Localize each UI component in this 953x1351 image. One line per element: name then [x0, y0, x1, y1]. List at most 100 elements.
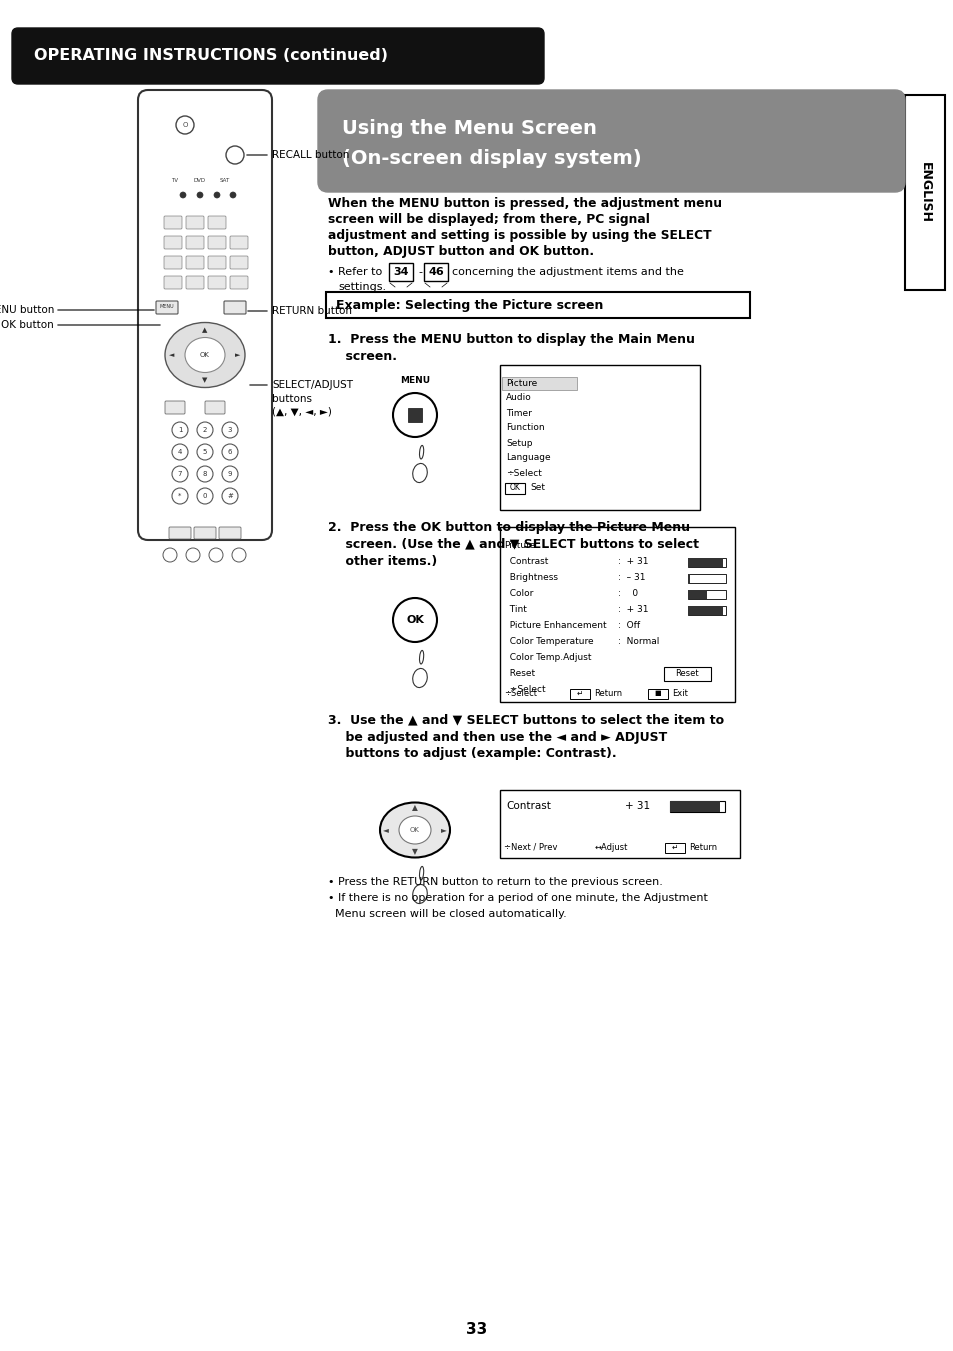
Text: concerning the adjustment items and the: concerning the adjustment items and the	[452, 267, 683, 277]
Ellipse shape	[185, 338, 225, 373]
Text: Contrast: Contrast	[505, 801, 550, 811]
Text: Reset: Reset	[503, 669, 535, 677]
Text: :  Off: : Off	[618, 620, 639, 630]
FancyBboxPatch shape	[230, 255, 248, 269]
FancyBboxPatch shape	[164, 255, 182, 269]
FancyBboxPatch shape	[230, 236, 248, 249]
FancyBboxPatch shape	[230, 276, 248, 289]
Bar	[687, 574, 725, 584]
Bar	[499, 365, 700, 509]
Text: (▲, ▼, ◄, ►): (▲, ▼, ◄, ►)	[272, 407, 332, 417]
Circle shape	[222, 488, 237, 504]
Bar	[904, 95, 944, 290]
Text: ÷Next / Prev: ÷Next / Prev	[503, 843, 557, 851]
FancyBboxPatch shape	[423, 263, 448, 281]
Text: 9: 9	[228, 471, 232, 477]
FancyBboxPatch shape	[164, 276, 182, 289]
Circle shape	[222, 422, 237, 438]
Text: Color Temp.Adjust: Color Temp.Adjust	[503, 653, 591, 662]
FancyBboxPatch shape	[156, 301, 178, 313]
Text: 46: 46	[428, 267, 443, 277]
Text: MENU button: MENU button	[0, 305, 54, 315]
FancyBboxPatch shape	[205, 401, 225, 413]
Text: :  – 31: : – 31	[618, 573, 645, 581]
Text: OK: OK	[406, 615, 423, 626]
Text: DVD: DVD	[193, 177, 206, 182]
Text: Brightness: Brightness	[503, 573, 558, 581]
Ellipse shape	[419, 866, 423, 880]
Text: ▲: ▲	[412, 804, 417, 812]
Text: be adjusted and then use the ◄ and ► ADJUST: be adjusted and then use the ◄ and ► ADJ…	[328, 731, 666, 743]
Text: ↵: ↵	[671, 843, 678, 851]
Text: :  + 31: : + 31	[618, 557, 648, 566]
Ellipse shape	[165, 323, 245, 388]
Ellipse shape	[419, 650, 423, 663]
FancyBboxPatch shape	[164, 236, 182, 249]
Circle shape	[209, 549, 223, 562]
Text: Setup: Setup	[505, 439, 532, 447]
FancyBboxPatch shape	[138, 91, 272, 540]
FancyBboxPatch shape	[208, 236, 226, 249]
Text: Menu screen will be closed automatically.: Menu screen will be closed automatically…	[328, 909, 566, 919]
Text: Timer: Timer	[505, 408, 532, 417]
Text: O: O	[182, 122, 188, 128]
Bar	[669, 801, 720, 812]
Text: 2.  Press the OK button to display the Picture Menu: 2. Press the OK button to display the Pi…	[328, 520, 689, 534]
Text: adjustment and setting is possible by using the SELECT: adjustment and setting is possible by us…	[328, 230, 711, 242]
Text: Exit: Exit	[671, 689, 687, 697]
Text: OK: OK	[200, 353, 210, 358]
Bar	[408, 408, 421, 422]
Text: 2: 2	[203, 427, 207, 434]
Text: 7: 7	[177, 471, 182, 477]
Text: Color Temperature: Color Temperature	[503, 636, 593, 646]
Text: 3: 3	[228, 427, 232, 434]
Text: 5: 5	[203, 449, 207, 455]
FancyBboxPatch shape	[165, 401, 185, 413]
Text: ENGLISH: ENGLISH	[918, 162, 930, 223]
FancyBboxPatch shape	[208, 255, 226, 269]
Text: settings.: settings.	[337, 282, 386, 292]
Text: Picture Enhancement: Picture Enhancement	[503, 620, 606, 630]
Text: Set: Set	[530, 484, 544, 493]
Ellipse shape	[379, 802, 450, 858]
Text: ▲: ▲	[202, 327, 208, 332]
Text: When the MENU button is pressed, the adjustment menu: When the MENU button is pressed, the adj…	[328, 197, 721, 211]
Text: Example: Selecting the Picture screen: Example: Selecting the Picture screen	[335, 299, 602, 312]
Text: • Refer to: • Refer to	[328, 267, 382, 277]
Text: #: #	[227, 493, 233, 499]
Text: other items.): other items.)	[328, 554, 436, 567]
Text: 1.  Press the MENU button to display the Main Menu: 1. Press the MENU button to display the …	[328, 334, 694, 346]
Circle shape	[226, 146, 244, 163]
Text: Contrast: Contrast	[503, 557, 548, 566]
Text: Function: Function	[505, 423, 544, 432]
Text: ▼: ▼	[202, 377, 208, 382]
Bar	[687, 590, 725, 598]
Text: :    0: : 0	[618, 589, 638, 597]
Text: 34: 34	[393, 267, 408, 277]
Text: screen. (Use the ▲ and ▼ SELECT buttons to select: screen. (Use the ▲ and ▼ SELECT buttons …	[328, 538, 699, 550]
FancyBboxPatch shape	[317, 91, 904, 192]
Ellipse shape	[413, 885, 427, 904]
Text: 3.  Use the ▲ and ▼ SELECT buttons to select the item to: 3. Use the ▲ and ▼ SELECT buttons to sel…	[328, 713, 723, 727]
Text: (On-screen display system): (On-screen display system)	[341, 149, 641, 168]
Text: TV: TV	[172, 177, 178, 182]
Text: • If there is no operation for a period of one minute, the Adjustment: • If there is no operation for a period …	[328, 893, 707, 902]
Bar	[501, 377, 577, 390]
Circle shape	[393, 598, 436, 642]
FancyBboxPatch shape	[193, 527, 215, 539]
Ellipse shape	[413, 463, 427, 482]
Text: ÷Select: ÷Select	[503, 689, 537, 697]
Circle shape	[213, 192, 220, 199]
Text: ÷Select: ÷Select	[503, 685, 545, 693]
FancyBboxPatch shape	[186, 236, 204, 249]
Text: MENU: MENU	[399, 376, 430, 385]
Text: MENU: MENU	[159, 304, 174, 309]
FancyBboxPatch shape	[164, 216, 182, 230]
Circle shape	[232, 549, 246, 562]
Text: + 31: + 31	[624, 801, 649, 811]
Text: SELECT/ADJUST: SELECT/ADJUST	[272, 380, 353, 390]
Text: Using the Menu Screen: Using the Menu Screen	[341, 119, 597, 138]
Circle shape	[172, 466, 188, 482]
Bar	[687, 607, 722, 615]
Circle shape	[175, 116, 193, 134]
